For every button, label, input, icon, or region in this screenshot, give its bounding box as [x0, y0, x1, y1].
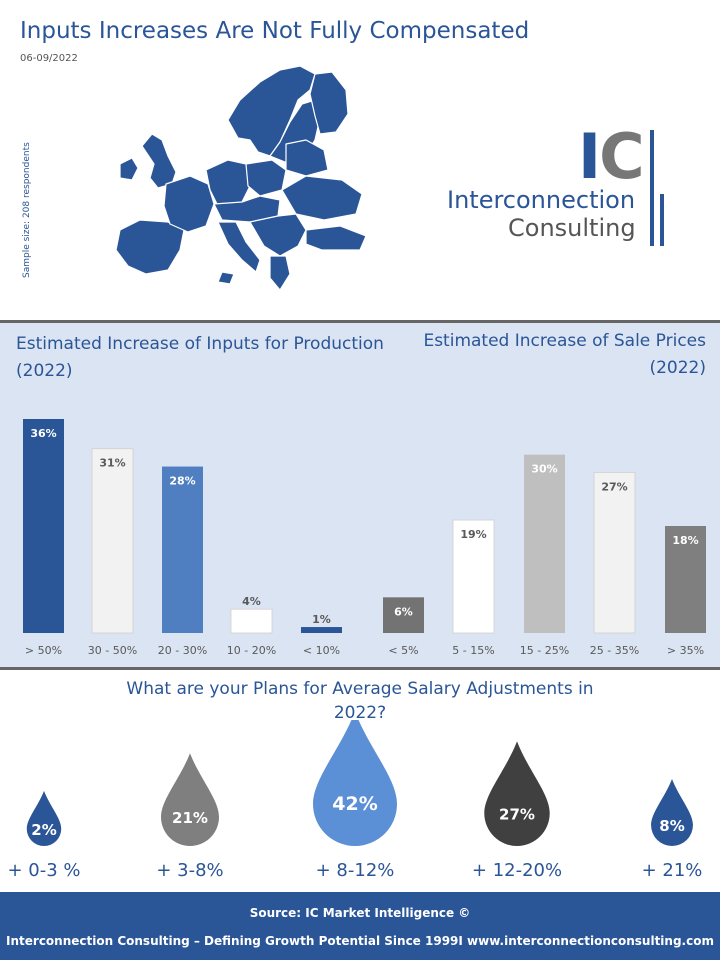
data-label: 4% [242, 595, 261, 608]
bar [383, 597, 424, 633]
sample-size-note: Sample size: 208 respondents [22, 142, 32, 278]
bar [524, 454, 565, 633]
data-label: 1% [312, 613, 331, 626]
bar-charts-panel: Estimated Increase of Inputs for Product… [0, 320, 720, 670]
increase-bar-charts: 36% > 50% 31% 30 - 50% 28% 20 - 30% 4% 10 - 20%… [23, 419, 706, 657]
salary-drop [651, 778, 693, 846]
data-label: 31% [99, 457, 125, 470]
data-label: 27% [601, 481, 627, 494]
company-logo: IC Interconnection Consulting [440, 120, 690, 248]
salary-drop [161, 753, 219, 846]
footer-tagline: Interconnection Consulting – Defining Gr… [6, 934, 714, 948]
salary-drop [26, 790, 62, 847]
tick-label: < 10% [303, 644, 340, 657]
salary-drop [484, 741, 550, 846]
bar [162, 466, 203, 633]
tick-label: 20 - 30% [158, 644, 207, 657]
tick-label: 30 - 50% [88, 644, 137, 657]
logo-line-2: Consulting [508, 214, 636, 242]
prices-chart-title: Estimated Increase of Sale Prices (2022) [423, 331, 706, 378]
plan-category-label: + 0-3 % [7, 860, 80, 881]
tick-label: 10 - 20% [227, 644, 276, 657]
data-label: 8% [659, 817, 684, 835]
salary-drops-chart: 2% + 0-3 % 21% + 3-8% 42% + 8-12% 27% + 12-20% 8… [7, 720, 703, 881]
data-label: 6% [394, 605, 413, 618]
bar [665, 526, 706, 633]
footer: Source: IC Market Intelligence © Interco… [0, 892, 720, 960]
bar [91, 448, 134, 634]
bar [230, 608, 273, 634]
data-label: 30% [531, 463, 557, 476]
page-title: Inputs Increases Are Not Fully Compensat… [20, 18, 530, 44]
data-label: 27% [499, 805, 535, 823]
bar [593, 472, 636, 634]
tick-label: < 5% [388, 644, 418, 657]
bar [23, 419, 64, 633]
logo-letter-i: I [578, 120, 601, 193]
logo-line-1: Interconnection [447, 186, 636, 214]
data-label: 21% [172, 809, 208, 827]
data-label: 28% [169, 475, 195, 488]
salary-drop [313, 720, 397, 846]
tick-label: > 35% [667, 644, 704, 657]
tick-label: 25 - 35% [590, 644, 639, 657]
plan-category-label: + 3-8% [156, 860, 223, 881]
inputs-chart-title: Estimated Increase of Inputs for Product… [16, 334, 384, 381]
bar [301, 627, 342, 633]
bar [452, 519, 495, 634]
source-note: Source: IC Market Intelligence © [249, 906, 471, 920]
plan-category-label: + 21% [642, 860, 703, 881]
data-label: 19% [460, 528, 486, 541]
data-label: 42% [332, 793, 377, 815]
plan-category-label: + 8-12% [316, 860, 395, 881]
logo-letter-c: C [599, 120, 644, 193]
tick-label: 15 - 25% [520, 644, 569, 657]
data-label: 36% [30, 427, 56, 440]
data-label: 2% [31, 821, 56, 839]
plan-category-label: + 12-20% [472, 860, 562, 881]
data-label: 18% [672, 534, 698, 547]
logo-bar [650, 130, 654, 246]
tick-label: 5 - 15% [452, 644, 494, 657]
logo-bar [660, 194, 664, 246]
salary-chart-title: What are your Plans for Average Salary A… [126, 679, 594, 723]
europe-map-icon [115, 65, 367, 291]
tick-label: > 50% [25, 644, 62, 657]
survey-date: 06-09/2022 [20, 53, 78, 64]
